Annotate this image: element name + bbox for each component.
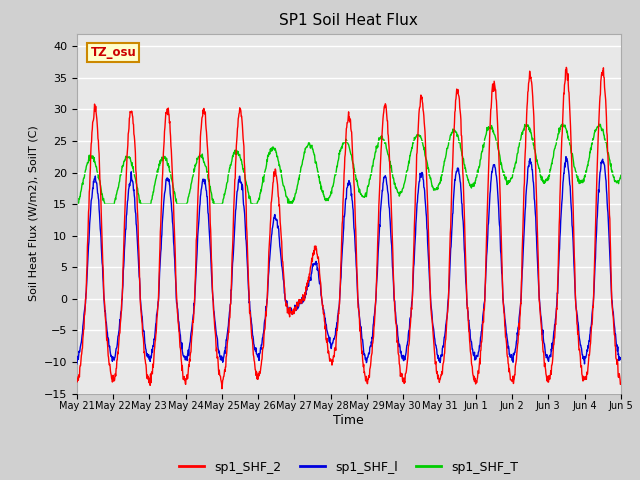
Text: TZ_osu: TZ_osu bbox=[90, 46, 136, 59]
X-axis label: Time: Time bbox=[333, 414, 364, 427]
Title: SP1 Soil Heat Flux: SP1 Soil Heat Flux bbox=[280, 13, 418, 28]
Legend: sp1_SHF_2, sp1_SHF_l, sp1_SHF_T: sp1_SHF_2, sp1_SHF_l, sp1_SHF_T bbox=[174, 456, 524, 479]
Y-axis label: Soil Heat Flux (W/m2), SoilT (C): Soil Heat Flux (W/m2), SoilT (C) bbox=[28, 126, 38, 301]
